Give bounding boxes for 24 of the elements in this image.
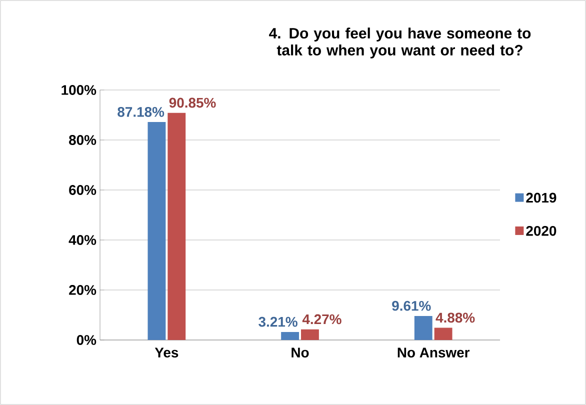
data-label: 4.27% — [302, 314, 342, 324]
x-tick-label: Yes — [154, 348, 178, 358]
bar — [434, 328, 452, 340]
bar — [148, 122, 166, 340]
bar — [414, 316, 432, 340]
y-tick-label: 100% — [62, 85, 96, 95]
bar — [281, 332, 300, 340]
bar — [168, 112, 186, 340]
y-tick-label: 80% — [69, 135, 96, 145]
x-tick-label: No — [292, 348, 309, 358]
data-label: 87.18% — [118, 106, 164, 117]
x-tick-label: No Answer — [398, 348, 470, 358]
data-label: 3.21% — [258, 316, 298, 327]
data-label: 4.88% — [436, 312, 475, 323]
legend-label: 2019 — [526, 192, 556, 203]
data-label: 9.61% — [392, 300, 431, 311]
y-tick-label: 60% — [69, 185, 96, 195]
data-label: 90.85% — [169, 98, 216, 108]
legend-label: 2020 — [526, 226, 556, 236]
bar — [301, 329, 319, 340]
y-tick-label: 40% — [68, 235, 96, 245]
y-tick-label: 0% — [76, 335, 96, 345]
chart-title: 4. Do you feel you have someone to talk to when you want or need to? — [269, 28, 531, 58]
y-tick-label: 20% — [69, 285, 96, 295]
